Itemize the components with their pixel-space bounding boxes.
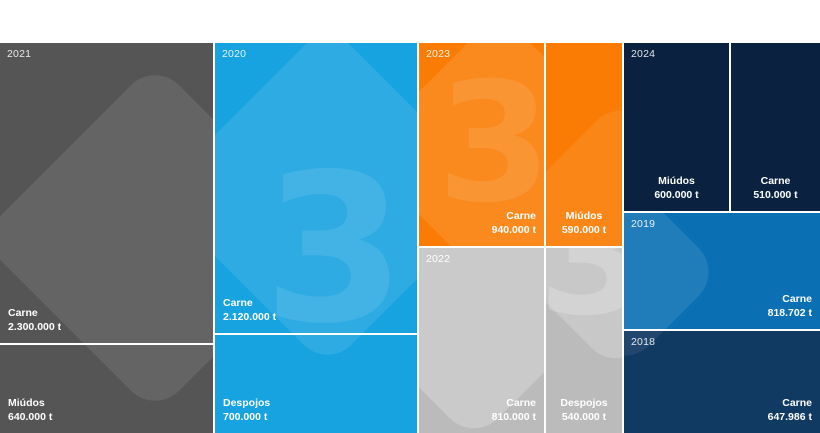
treemap-chart: 2021 Carne 2.300.000 t Miúdos 640.000 t <box>0 43 820 433</box>
tile-value-label: 600.000 t <box>654 189 699 202</box>
treemap-tile-2022-carne[interactable]: 2022 Carne 810.000 t <box>419 248 544 433</box>
tile-category-label: Carne <box>782 397 812 410</box>
treemap-group-2024: 2024 Miúdos 600.000 t Carne 510.000 t <box>624 43 820 211</box>
treemap-tile-2021-carne[interactable]: 2021 Carne 2.300.000 t <box>0 43 213 343</box>
treemap-tile-label-2021-miudos: Miúdos 640.000 t <box>8 397 52 425</box>
tile-value-label: 640.000 t <box>8 411 53 424</box>
treemap-tile-label-2020-carne: Carne 2.120.000 t <box>223 297 276 325</box>
treemap-tile-2021-miudos[interactable]: Miúdos 640.000 t <box>0 345 213 433</box>
treemap-group-year-2021: 2021 <box>7 48 32 60</box>
treemap-tile-label-2023-miudos: Miúdos 590.000 t <box>546 210 622 238</box>
tile-category-label: Carne <box>760 175 791 188</box>
tile-category-label: Miúdos <box>8 397 45 410</box>
treemap-group-year-2022: 2022 <box>426 253 451 265</box>
treemap-tile-2020-carne[interactable]: 3 2020 Carne 2.120.000 t <box>215 43 417 333</box>
tile-value-label: 2.120.000 t <box>223 311 277 324</box>
tile-value-label: 510.000 t <box>753 189 798 202</box>
treemap-group-2018: 2018 Carne 647.986 t <box>624 331 820 433</box>
treemap-tile-2022-despojos[interactable]: 3 Despojos 540.000 t <box>546 248 622 433</box>
treemap-tile-label-2021-carne: Carne 2.300.000 t <box>8 307 61 335</box>
tile-value-label: 940.000 t <box>491 224 536 237</box>
treemap-group-2022: 2022 Carne 810.000 t 3 Despojos 540.000 … <box>419 248 622 433</box>
treemap-tile-2024-carne[interactable]: Carne 510.000 t <box>731 43 820 211</box>
tile-category-label: Carne <box>782 293 812 306</box>
tile-value-label: 590.000 t <box>561 224 607 237</box>
treemap-tile-2024-miudos[interactable]: 2024 Miúdos 600.000 t <box>624 43 729 211</box>
number-three-watermark-icon: 3 <box>263 131 406 334</box>
diamond-watermark-icon <box>0 61 213 343</box>
treemap-tile-2018-carne[interactable]: 2018 Carne 647.986 t <box>624 331 820 433</box>
tile-category-label: Carne <box>8 307 38 320</box>
tile-background: 3 <box>419 43 544 246</box>
tile-category-label: Carne <box>506 210 536 223</box>
treemap-tile-label-2020-despojos: Despojos 700.000 t <box>223 397 270 425</box>
tile-category-label: Miúdos <box>658 175 695 188</box>
tile-background: 3 <box>546 248 622 433</box>
tile-value-label: 700.000 t <box>223 411 268 424</box>
treemap-group-year-2018: 2018 <box>631 336 656 348</box>
tile-category-label: Despojos <box>560 397 608 410</box>
treemap-tile-label-2024-miudos: Miúdos 600.000 t <box>624 175 729 203</box>
tile-value-label: 647.986 t <box>767 411 812 424</box>
top-white-band <box>0 0 820 43</box>
treemap-tile-2023-carne[interactable]: 3 2023 Carne 940.000 t <box>419 43 544 246</box>
treemap-tile-label-2023-carne: Carne 940.000 t <box>492 210 536 238</box>
treemap-tile-label-2024-carne: Carne 510.000 t <box>731 175 820 203</box>
treemap-tile-2020-despojos[interactable]: 3 Despojos 700.000 t <box>215 335 417 433</box>
treemap-tile-2019-carne[interactable]: 2019 Carne 818.702 t <box>624 213 820 329</box>
treemap-group-year-2019: 2019 <box>631 218 656 230</box>
treemap-group-year-2024: 2024 <box>631 48 656 60</box>
treemap-group-2020: 3 2020 Carne 2.120.000 t 3 Despojos 700.… <box>215 43 417 433</box>
tile-background: 3 <box>215 43 417 333</box>
treemap-group-year-2023: 2023 <box>426 48 451 60</box>
treemap-group-2019: 2019 Carne 818.702 t <box>624 213 820 329</box>
tile-background: 3 <box>215 335 417 433</box>
tile-value-label: 818.702 t <box>767 307 812 320</box>
treemap-tile-label-2019-carne: Carne 818.702 t <box>768 293 812 321</box>
number-three-watermark-icon: 3 <box>546 248 622 351</box>
tile-category-label: Despojos <box>223 397 271 410</box>
tile-value-label: 810.000 t <box>491 411 536 424</box>
treemap-group-2021: 2021 Carne 2.300.000 t Miúdos 640.000 t <box>0 43 213 433</box>
tile-category-label: Carne <box>223 297 253 310</box>
treemap-tile-label-2022-carne: Carne 810.000 t <box>492 397 536 425</box>
tile-background <box>0 43 213 343</box>
tile-category-label: Carne <box>506 397 536 410</box>
number-three-watermark-icon: 3 <box>263 335 406 353</box>
diamond-watermark-icon <box>624 213 723 329</box>
treemap-tile-2023-miudos[interactable]: Miúdos 590.000 t <box>546 43 622 246</box>
number-three-watermark-icon: 3 <box>437 47 544 239</box>
treemap-tile-label-2022-despojos: Despojos 540.000 t <box>546 397 622 425</box>
treemap-group-year-2020: 2020 <box>222 48 247 60</box>
tile-category-label: Miúdos <box>565 210 603 223</box>
tile-value-label: 2.300.000 t <box>8 321 62 334</box>
treemap-group-2023: 3 2023 Carne 940.000 t Miúdos 590.000 t <box>419 43 622 246</box>
tile-value-label: 540.000 t <box>561 411 607 424</box>
treemap-tile-label-2018-carne: Carne 647.986 t <box>768 397 812 425</box>
